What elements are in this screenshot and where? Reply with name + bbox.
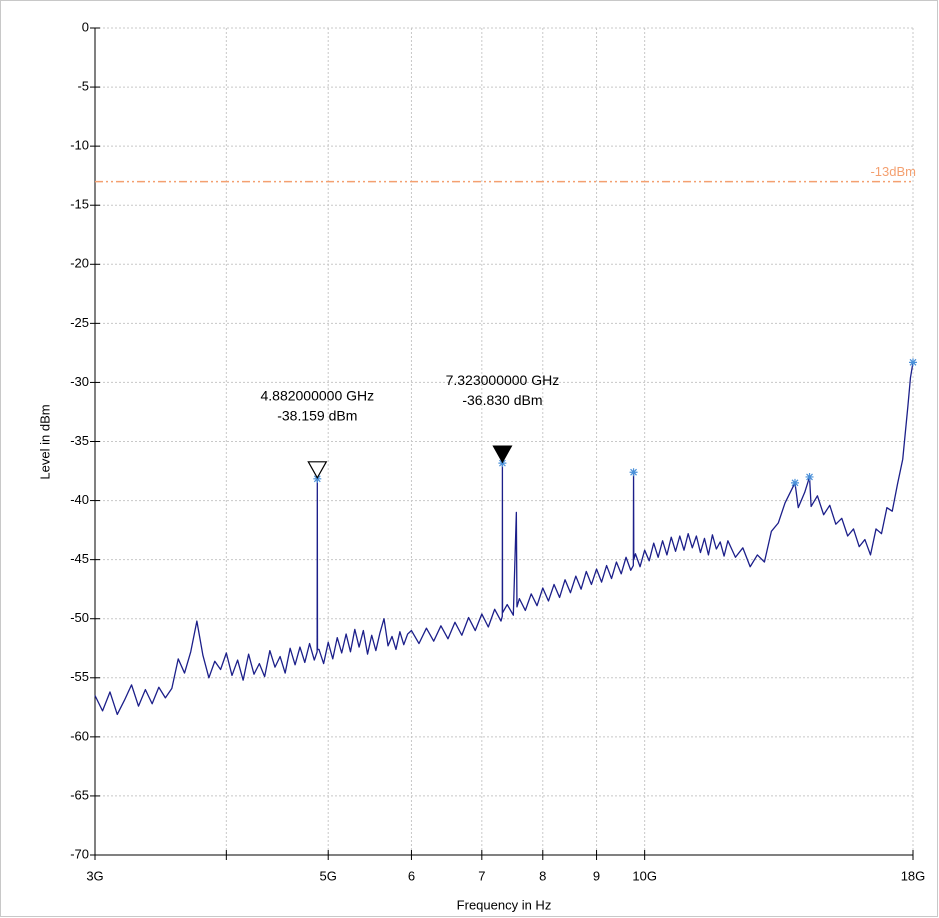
x-tick-label: 8 (539, 868, 546, 883)
y-tick-label: -60 (70, 728, 89, 743)
peak-marker (629, 468, 638, 477)
y-tick-label: -10 (70, 138, 89, 153)
y-tick-label: -55 (70, 669, 89, 684)
x-tick-label: 6 (408, 868, 415, 883)
x-tick-label: 3G (86, 868, 103, 883)
y-tick-label: -70 (70, 846, 89, 861)
marker-level: -38.159 dBm (277, 408, 357, 424)
peak-marker (805, 472, 814, 481)
marker-triangle (307, 461, 328, 480)
y-tick-label: 0 (82, 19, 89, 34)
limit-label: -13dBm (870, 164, 916, 179)
marker-level: -36.830 dBm (462, 392, 542, 408)
y-tick-label: -40 (70, 492, 89, 507)
y-tick-label: -50 (70, 610, 89, 625)
y-tick-label: -65 (70, 787, 89, 802)
marker-frequency: 4.882000000 GHz (260, 388, 374, 404)
y-tick-label: -15 (70, 197, 89, 212)
y-axis-title: Level in dBm (37, 404, 52, 479)
peak-marker (790, 478, 799, 487)
x-tick-label: 7 (478, 868, 485, 883)
y-tick-label: -30 (70, 374, 89, 389)
x-axis-title: Frequency in Hz (457, 897, 552, 912)
x-tick-label: 9 (593, 868, 600, 883)
x-tick-label: 5G (320, 868, 337, 883)
y-tick-label: -45 (70, 551, 89, 566)
x-tick-label: 18G (901, 868, 926, 883)
y-tick-label: -25 (70, 315, 89, 330)
y-tick-label: -5 (77, 79, 89, 94)
peak-marker (909, 358, 917, 367)
x-tick-label: 10G (632, 868, 657, 883)
marker-frequency: 7.323000000 GHz (446, 372, 560, 388)
marker-triangle (492, 445, 513, 464)
y-tick-label: -20 (70, 256, 89, 271)
trace (94, 362, 914, 716)
y-tick-label: -35 (70, 433, 89, 448)
